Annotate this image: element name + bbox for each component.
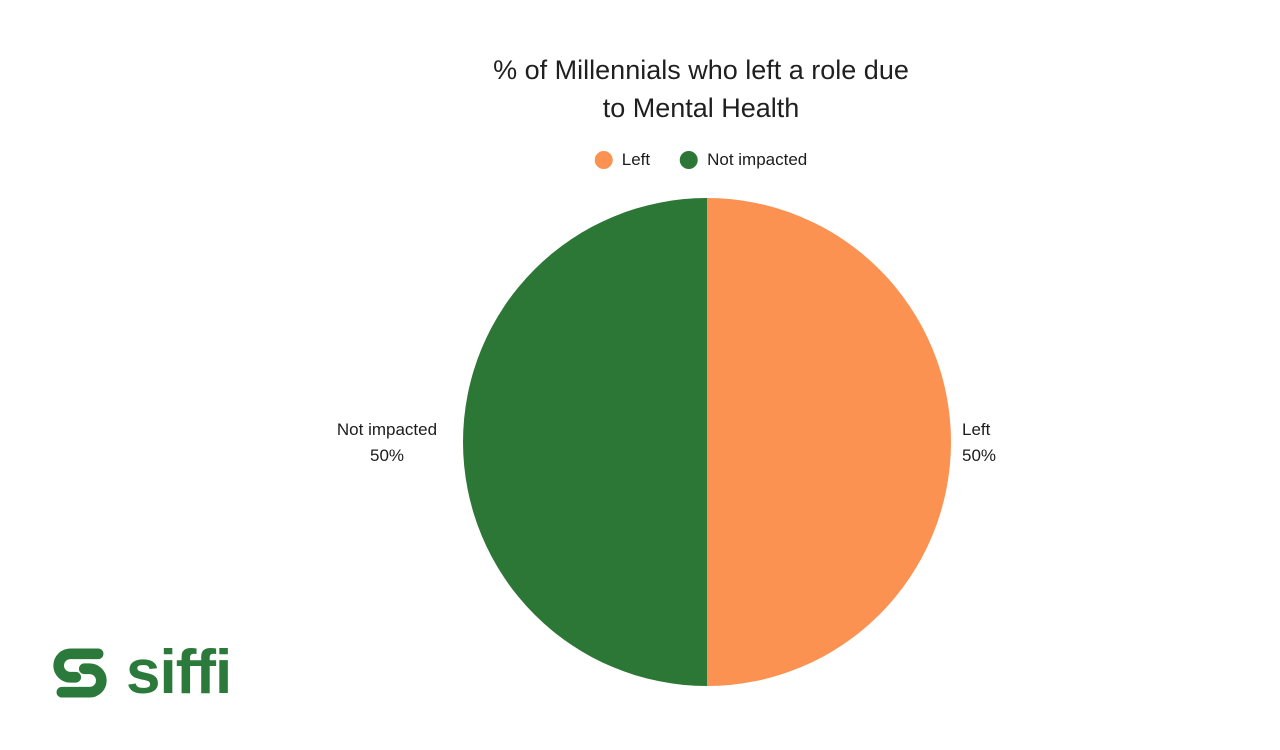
logo-wordmark: siffi — [126, 638, 232, 707]
pie-chart — [463, 198, 951, 686]
slice-callout-label: Left — [962, 420, 991, 439]
interlocked-s-icon — [53, 648, 107, 698]
legend: Left Not impacted — [594, 150, 807, 170]
chart-title: % of Millennials who left a role due to … — [493, 55, 909, 123]
slice-callout-left: Left 50% — [962, 417, 996, 469]
siffi-logo: siffi — [48, 638, 232, 707]
slice-callout-not-impacted: Not impacted 50% — [317, 417, 457, 469]
slice-callout-value: 50% — [962, 446, 997, 465]
legend-swatch-not-impacted-icon — [680, 151, 699, 169]
slice-callout-label: Not impacted — [336, 420, 438, 439]
legend-label-left: Left — [621, 150, 651, 169]
legend-swatch-left-icon — [594, 151, 613, 169]
legend-label-not-impacted: Not impacted — [707, 150, 808, 169]
legend-item-left: Left — [594, 150, 651, 170]
legend-item-not-impacted: Not impacted — [680, 150, 807, 170]
slice-callout-value: 50% — [369, 446, 405, 465]
